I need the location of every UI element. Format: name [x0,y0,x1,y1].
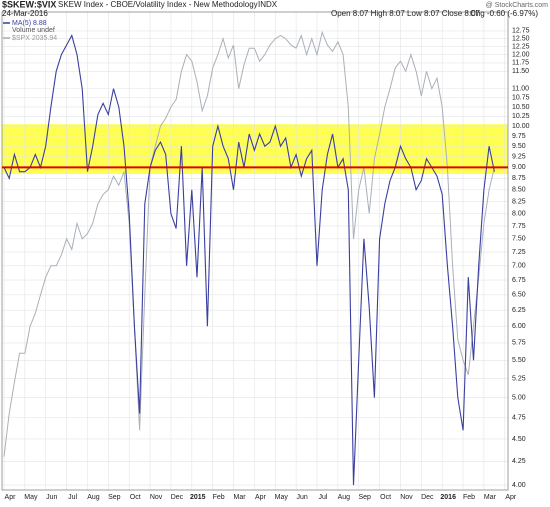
x-tick-label: Apr [255,494,267,501]
x-tick-label: Nov [150,494,163,501]
y-tick-label: 7.00 [512,263,526,270]
quote: Open 8.07 High 8.07 Low 8.07 Close 8.07 [331,9,481,18]
legend-label: MA(5) 8.88 [12,20,47,27]
y-tick-label: 6.75 [512,277,526,284]
plot-frame [1,11,509,491]
y-tick-label: 8.25 [512,198,526,205]
volume-note: Volume undef [12,27,55,34]
y-tick-label: 7.25 [512,249,526,256]
x-tick-label: Apr [505,494,517,501]
y-tick-label: 9.50 [512,143,526,150]
x-tick-label: Jul [319,494,328,501]
y-tick-label: 11.00 [512,86,529,93]
series-line [3,30,500,457]
y-tick-label: 5.00 [512,394,526,401]
x-tick-label: Dec [421,494,434,501]
y-tick-label: 12.50 [512,35,530,42]
y-tick-label: 9.00 [512,164,526,171]
x-tick-label: Jun [46,494,57,501]
y-tick-label: 10.25 [512,113,530,120]
y-tick-label: 11.75 [512,60,529,67]
x-tick-label: Dec [171,494,184,501]
y-tick-label: 4.50 [512,436,526,443]
y-tick-label: 9.25 [512,153,526,160]
x-tick-label: Aug [338,494,351,501]
y-tick-label: 4.75 [512,415,526,422]
x-tick-label: Nov [400,494,413,501]
x-tick-label: Sep [358,494,371,501]
y-tick-label: 7.50 [512,236,526,243]
x-tick-label: May [275,494,289,501]
x-tick-label: Sep [108,494,121,501]
y-tick-label: 6.00 [512,323,526,330]
y-tick-label: 12.25 [512,43,530,50]
y-tick-label: 6.25 [512,307,526,314]
x-tick-label: Oct [130,494,141,501]
y-tick-label: 10.75 [512,95,530,102]
chart-subtitle: SKEW Index - CBOE/Volatility Index - New… [58,0,258,9]
y-tick-label: 10.00 [512,123,530,130]
y-tick-label: 8.50 [512,187,526,194]
y-tick-label: 11.50 [512,68,529,75]
y-tick-label: 9.75 [512,133,526,140]
y-tick-label: 5.75 [512,340,526,347]
x-tick-label: Jul [68,494,77,501]
legend-label: $SPX 2035.94 [12,35,57,42]
y-tick-label: 8.75 [512,175,526,182]
x-tick-label: 2016 [440,494,456,501]
y-tick-label: 4.00 [512,482,526,489]
chart-title: $SKEW:$VIX [2,0,56,9]
y-tick-label: 6.50 [512,292,526,299]
source: @ StockCharts.com [486,2,549,9]
x-tick-label: May [24,494,38,501]
y-tick-label: 12.75 [512,28,530,35]
x-tick-label: Oct [380,494,391,501]
x-tick-label: Jun [296,494,307,501]
date: 24-Mar-2016 [2,9,48,18]
exchange: INDX [258,0,278,9]
y-tick-label: 10.50 [512,104,530,111]
plot-layer [2,12,508,490]
x-tick-label: Mar [233,494,246,501]
x-tick-label: Feb [213,494,225,501]
y-tick-label: 8.00 [512,210,526,217]
x-tick-label: Apr [5,494,17,501]
x-tick-label: 2015 [190,494,206,501]
y-tick-label: 4.25 [512,458,526,465]
change: Chg -0.60 (-6.97%) [470,9,538,18]
x-tick-label: Mar [484,494,497,501]
x-tick-label: Feb [463,494,475,501]
x-tick-label: Aug [87,494,100,501]
y-tick-label: 7.75 [512,223,526,230]
y-tick-label: 12.00 [512,51,530,58]
y-tick-label: 5.25 [512,375,526,382]
y-tick-label: 5.50 [512,357,526,364]
series-line [3,34,495,486]
